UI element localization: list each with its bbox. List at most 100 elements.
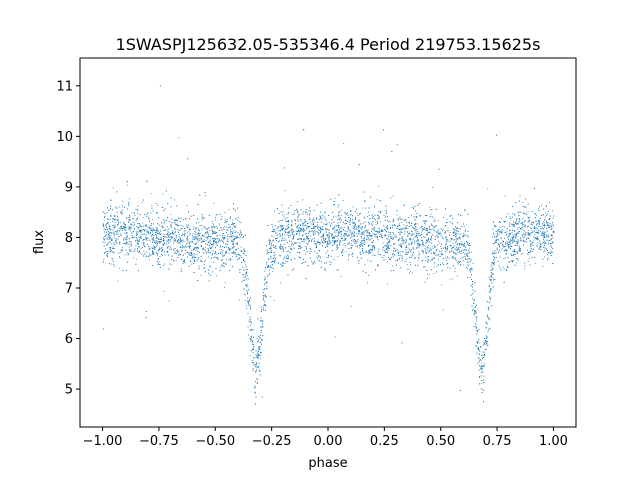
data-point <box>140 230 142 232</box>
data-point <box>389 239 391 241</box>
data-point <box>225 221 227 223</box>
data-point <box>309 248 311 250</box>
data-point <box>521 227 523 229</box>
data-point <box>255 371 256 373</box>
data-point <box>291 228 293 230</box>
data-point <box>128 229 130 230</box>
data-point <box>362 251 364 253</box>
data-point <box>478 339 480 341</box>
data-point <box>364 241 366 243</box>
data-point <box>546 235 548 237</box>
data-point <box>231 235 233 237</box>
data-point <box>214 231 216 232</box>
data-point <box>444 257 446 259</box>
data-point <box>255 363 257 365</box>
data-point <box>527 216 529 218</box>
data-point <box>342 250 343 252</box>
data-point <box>215 268 217 269</box>
data-point <box>522 234 524 236</box>
data-point <box>516 262 518 264</box>
data-point <box>369 249 371 251</box>
data-point <box>172 230 174 232</box>
data-point <box>201 215 203 217</box>
data-point <box>281 214 283 216</box>
data-point <box>488 296 490 298</box>
data-point <box>307 213 308 215</box>
data-point <box>184 228 185 229</box>
data-point <box>445 247 447 249</box>
data-point <box>305 233 306 235</box>
data-point <box>322 235 323 237</box>
data-point <box>299 229 301 231</box>
data-point <box>134 250 136 252</box>
data-point <box>204 267 205 269</box>
data-point <box>151 193 153 194</box>
data-point <box>182 263 184 265</box>
data-point <box>398 239 400 240</box>
data-point <box>460 253 462 254</box>
data-point <box>285 218 286 220</box>
data-point <box>373 245 374 247</box>
data-point <box>440 246 442 247</box>
data-point <box>446 263 448 265</box>
data-point <box>221 252 223 253</box>
data-point <box>170 236 172 238</box>
data-point <box>329 261 331 262</box>
data-point <box>368 274 369 276</box>
data-point <box>179 217 180 219</box>
data-point <box>517 241 519 243</box>
data-point <box>314 241 315 242</box>
data-point <box>326 246 328 248</box>
data-point <box>277 227 279 228</box>
data-point <box>258 350 259 352</box>
data-point <box>440 228 442 230</box>
data-point <box>486 337 488 339</box>
data-point <box>490 289 491 291</box>
data-point <box>543 228 544 230</box>
data-point <box>530 227 532 229</box>
data-point <box>534 188 535 189</box>
data-point <box>514 235 516 237</box>
data-point <box>222 246 223 247</box>
data-point <box>210 236 212 238</box>
data-point <box>549 225 551 227</box>
data-point <box>110 251 112 253</box>
data-point <box>494 240 496 242</box>
data-point <box>333 235 335 237</box>
data-point <box>270 265 271 267</box>
data-point <box>128 204 129 206</box>
data-point <box>143 245 145 247</box>
data-point <box>200 236 202 238</box>
data-point <box>551 234 552 236</box>
data-point <box>512 251 514 252</box>
data-point <box>255 350 257 352</box>
data-point <box>254 364 256 366</box>
data-point <box>272 231 274 232</box>
data-point <box>380 236 382 238</box>
data-point <box>348 243 350 245</box>
data-point <box>454 257 456 259</box>
data-point <box>211 227 213 229</box>
data-point <box>538 210 540 211</box>
data-point <box>302 240 304 242</box>
data-point <box>205 259 206 261</box>
data-point <box>402 228 404 230</box>
data-point <box>283 227 284 229</box>
data-point <box>203 241 204 242</box>
data-point <box>173 253 175 255</box>
data-point <box>470 244 472 246</box>
data-point <box>442 309 444 311</box>
data-point <box>455 232 457 234</box>
data-point <box>157 212 159 214</box>
data-point <box>316 245 317 247</box>
data-point <box>486 335 487 337</box>
data-point <box>451 278 453 280</box>
data-point <box>439 242 441 244</box>
data-point <box>516 232 517 234</box>
data-point <box>268 265 269 266</box>
data-point <box>524 241 526 242</box>
data-point <box>486 338 488 339</box>
data-point <box>220 240 221 242</box>
data-point <box>246 275 248 276</box>
data-point <box>139 224 141 226</box>
